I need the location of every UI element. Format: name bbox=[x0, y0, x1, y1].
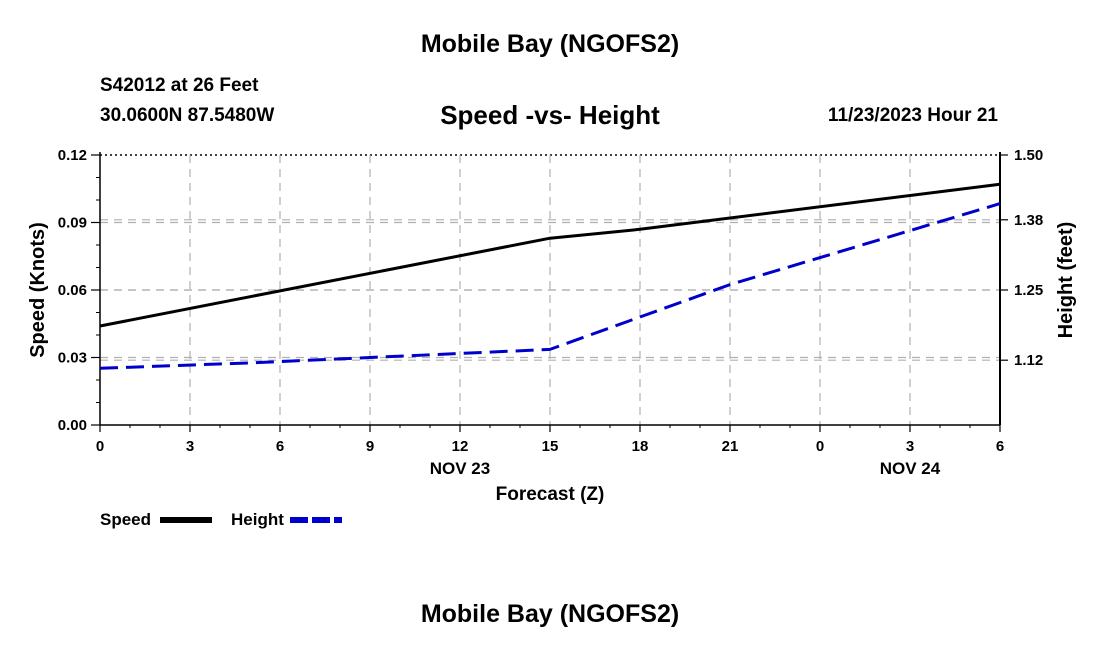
x-tick-label: 9 bbox=[366, 438, 374, 455]
x-date-label: NOV 24 bbox=[880, 459, 941, 478]
y-tick-label: 0.00 bbox=[58, 417, 87, 434]
x-tick-label: 15 bbox=[542, 438, 559, 455]
series-line-height bbox=[99, 202, 1001, 370]
x-tick-label: 0 bbox=[816, 438, 824, 455]
x-tick-label: 6 bbox=[996, 438, 1004, 455]
x-date-label: NOV 23 bbox=[430, 459, 490, 478]
forecast-datetime: 11/23/2023 Hour 21 bbox=[827, 105, 998, 126]
y2-tick-label: 1.38 bbox=[1014, 212, 1043, 229]
x-tick-label: 3 bbox=[906, 438, 914, 455]
page-title: Mobile Bay (NGOFS2) bbox=[420, 30, 680, 58]
y2-axis-title: Height (feet) bbox=[1055, 222, 1077, 339]
x-tick-label: 6 bbox=[276, 438, 284, 455]
legend-label-height: Height bbox=[231, 510, 284, 529]
x-tick-label: 3 bbox=[186, 438, 194, 455]
legend-label-speed: Speed bbox=[100, 510, 151, 529]
x-axis-title: Forecast (Z) bbox=[496, 484, 605, 505]
y-tick-label: 0.03 bbox=[58, 350, 87, 367]
x-tick-label: 0 bbox=[96, 438, 104, 455]
y-tick-label: 0.06 bbox=[58, 282, 87, 299]
x-tick-label: 12 bbox=[452, 438, 469, 455]
y2-tick-label: 1.25 bbox=[1014, 282, 1043, 299]
y-tick-label: 0.12 bbox=[58, 147, 87, 164]
y-tick-label: 0.09 bbox=[58, 215, 87, 232]
y2-tick-label: 1.50 bbox=[1014, 147, 1043, 164]
x-tick-label: 18 bbox=[632, 438, 649, 455]
station-label: S42012 at 26 Feet bbox=[100, 75, 259, 96]
y-axis-title: Speed (Knots) bbox=[27, 222, 49, 358]
x-tick-label: 21 bbox=[722, 438, 739, 455]
series-line-speed bbox=[99, 182, 1001, 328]
y2-tick-label: 1.12 bbox=[1014, 352, 1043, 369]
chart-title: Speed -vs- Height bbox=[440, 100, 660, 130]
station-coordinates: 30.0600N 87.5480W bbox=[100, 105, 275, 126]
footer-title: Mobile Bay (NGOFS2) bbox=[420, 600, 680, 628]
